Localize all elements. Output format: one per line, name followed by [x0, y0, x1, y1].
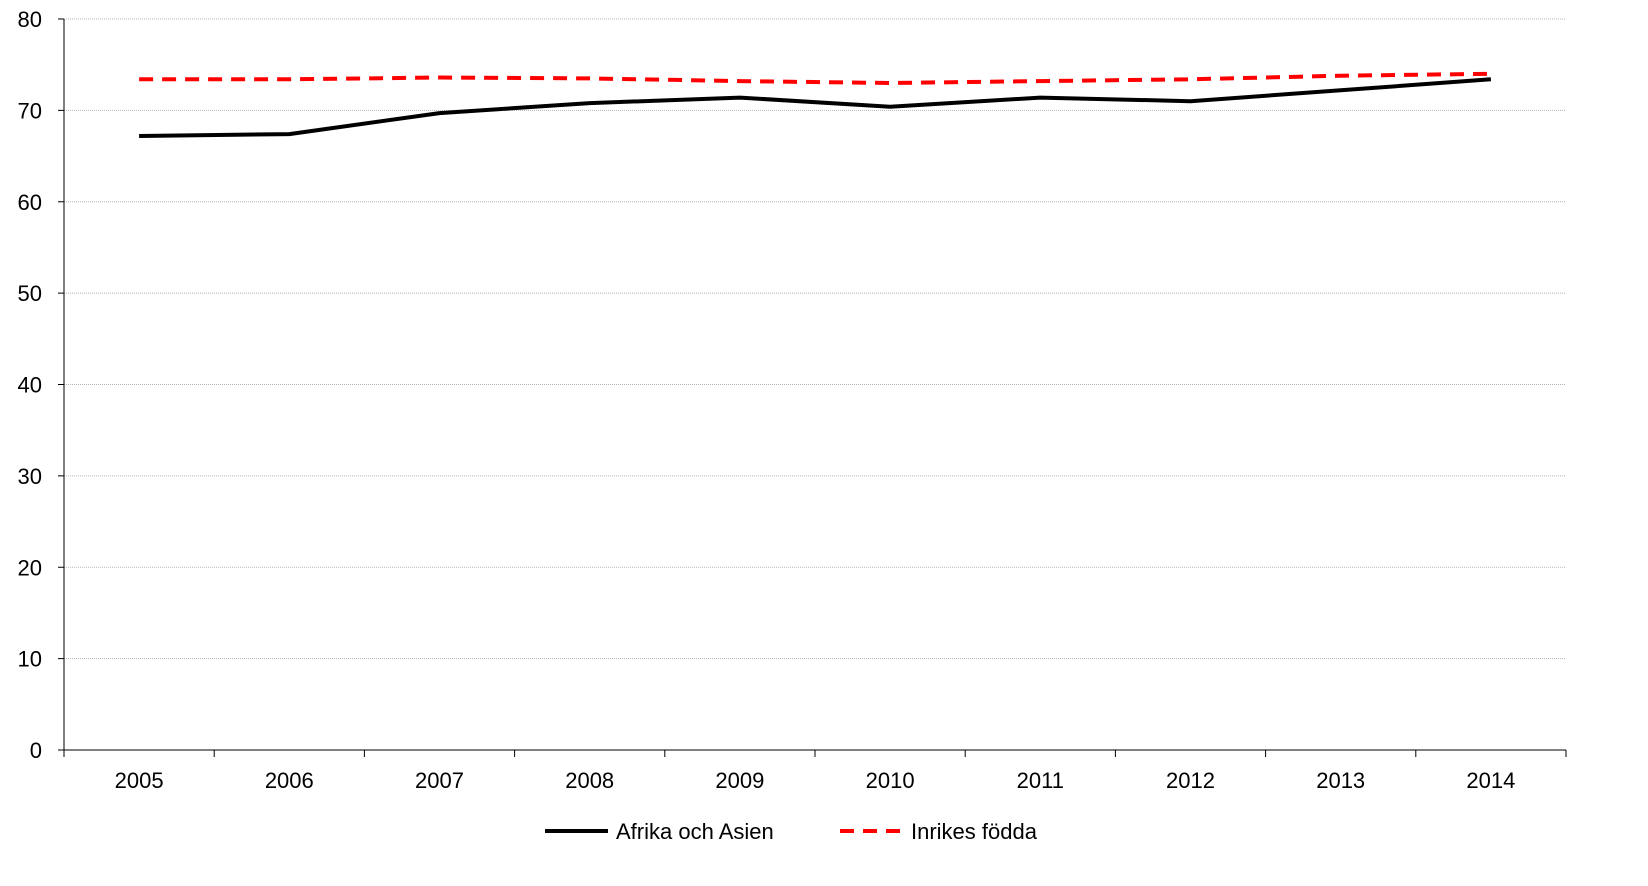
- y-tick-label: 20: [18, 555, 42, 580]
- y-tick-label: 50: [18, 281, 42, 306]
- y-tick-label: 70: [18, 98, 42, 123]
- y-tick-label: 60: [18, 190, 42, 215]
- y-tick-label: 0: [30, 738, 42, 763]
- x-tick-label: 2005: [115, 768, 164, 793]
- y-tick-label: 10: [18, 647, 42, 672]
- y-tick-label: 80: [18, 7, 42, 32]
- x-tick-label: 2010: [866, 768, 915, 793]
- axes: 0 10 20 30 40 50 60 70 80 2005 2006 2007 2008 2009 201…: [18, 7, 1567, 793]
- x-tick-label: 2012: [1166, 768, 1215, 793]
- y-tick-label: 40: [18, 373, 42, 398]
- series-lines: [139, 71, 1492, 138]
- series-line-afrika-och-asien: [139, 77, 1492, 138]
- legend-label: Inrikes födda: [911, 819, 1038, 844]
- x-tick-label: 2009: [715, 768, 764, 793]
- x-tick-label: 2006: [265, 768, 314, 793]
- legend-label: Afrika och Asien: [616, 819, 774, 844]
- x-tick-label: 2013: [1316, 768, 1365, 793]
- x-tick-label: 2008: [565, 768, 614, 793]
- x-tick-label: 2014: [1466, 768, 1515, 793]
- series-line-inrikes-fodda: [139, 71, 1491, 85]
- x-tick-label: 2011: [1017, 768, 1064, 793]
- x-tick-label: 2007: [415, 768, 464, 793]
- y-tick-label: 30: [18, 464, 42, 489]
- gridlines: [64, 18, 1566, 660]
- legend: Afrika och Asien Inrikes födda: [545, 819, 1038, 844]
